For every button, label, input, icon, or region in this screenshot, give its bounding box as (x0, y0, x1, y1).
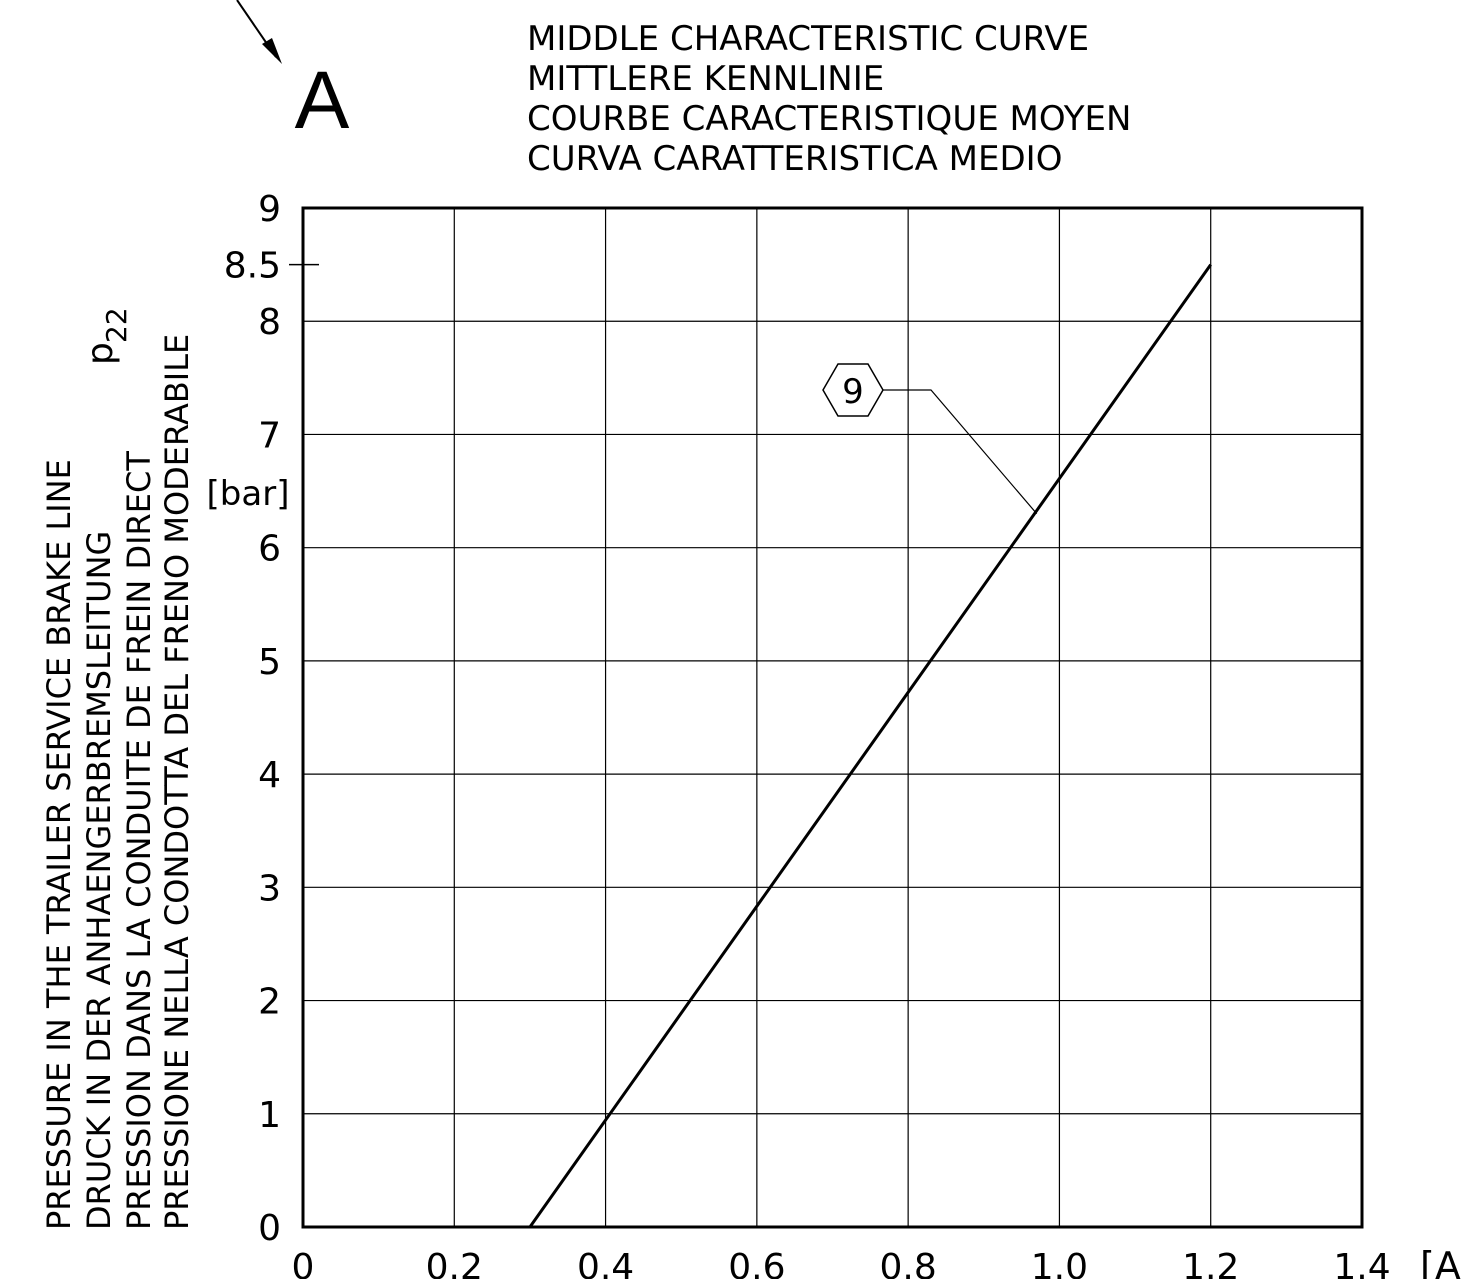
title-line-it: CURVA CARATTERISTICA MEDIO (527, 139, 1062, 179)
y-tick-label: 8 (258, 302, 281, 343)
y-tick-label: 5 (258, 642, 281, 683)
y-symbol-main: p (80, 342, 121, 365)
title-line-de: MITTLERE KENNLINIE (527, 59, 884, 99)
x-tick-label: 1.0 (1031, 1247, 1088, 1279)
x-tick-label: 0.2 (426, 1247, 483, 1279)
y-tick-label: 9 (258, 189, 281, 230)
x-tick-label: 0 (292, 1247, 315, 1279)
title-line-fr: COURBE CARACTERISTIQUE MOYEN (527, 99, 1131, 139)
series (528, 263, 1212, 1228)
ylabel-line-en: PRESSURE IN THE TRAILER SERVICE BRAKE LI… (40, 459, 78, 1230)
x-unit-label: [A] (1420, 1244, 1461, 1279)
y-tick-label: 4 (258, 755, 281, 796)
grid (303, 208, 1362, 1227)
x-tick-label: 1.4 (1333, 1247, 1390, 1279)
chart-title-block: MIDDLE CHARACTERISTIC CURVE MITTLERE KEN… (527, 19, 1131, 179)
ylabel-line-de: DRUCK IN DER ANHAENGERBREMSLEITUNG (80, 531, 118, 1230)
y-unit-label: [bar] (207, 474, 290, 514)
title-line-en: MIDDLE CHARACTERISTIC CURVE (527, 19, 1089, 59)
callout-leader (883, 389, 1038, 515)
y-extra-tick-label: 8.5 (224, 246, 281, 287)
ylabel-line-fr: PRESSION DANS LA CONDUITE DE FREIN DIREC… (120, 451, 158, 1230)
plot-frame (289, 206, 1364, 1229)
series-callout: 9 (822, 363, 1038, 515)
y-symbol: p 22 (80, 307, 133, 365)
series-line (528, 263, 1212, 1228)
y-axis-label: PRESSURE IN THE TRAILER SERVICE BRAKE LI… (40, 334, 196, 1230)
plot-border (301, 206, 1364, 1229)
x-tick-label: 1.2 (1182, 1247, 1239, 1279)
ylabel-line-it: PRESSIONE NELLA CONDOTTA DEL FRENO MODER… (158, 334, 196, 1230)
view-arrow (236, 0, 282, 64)
x-tick-label: 0.8 (880, 1247, 937, 1279)
y-tick-label: 0 (258, 1208, 281, 1249)
y-tick-label: 3 (258, 868, 281, 909)
x-tick-label: 0.6 (728, 1247, 785, 1279)
y-tick-labels: 0 1 2 3 4 5 6 7 8 9 8.5 (224, 189, 281, 1249)
y-tick-label: 7 (258, 415, 281, 456)
y-symbol-subscript: 22 (100, 307, 133, 343)
x-tick-labels: 0 0.2 0.4 0.6 0.8 1.0 1.2 1.4 (292, 1247, 1391, 1279)
view-label: A (295, 55, 350, 146)
y-tick-label: 1 (258, 1095, 281, 1136)
callout-label: 9 (842, 372, 864, 412)
x-tick-label: 0.4 (577, 1247, 634, 1279)
y-tick-label: 6 (258, 529, 281, 570)
y-tick-label: 2 (258, 982, 281, 1023)
